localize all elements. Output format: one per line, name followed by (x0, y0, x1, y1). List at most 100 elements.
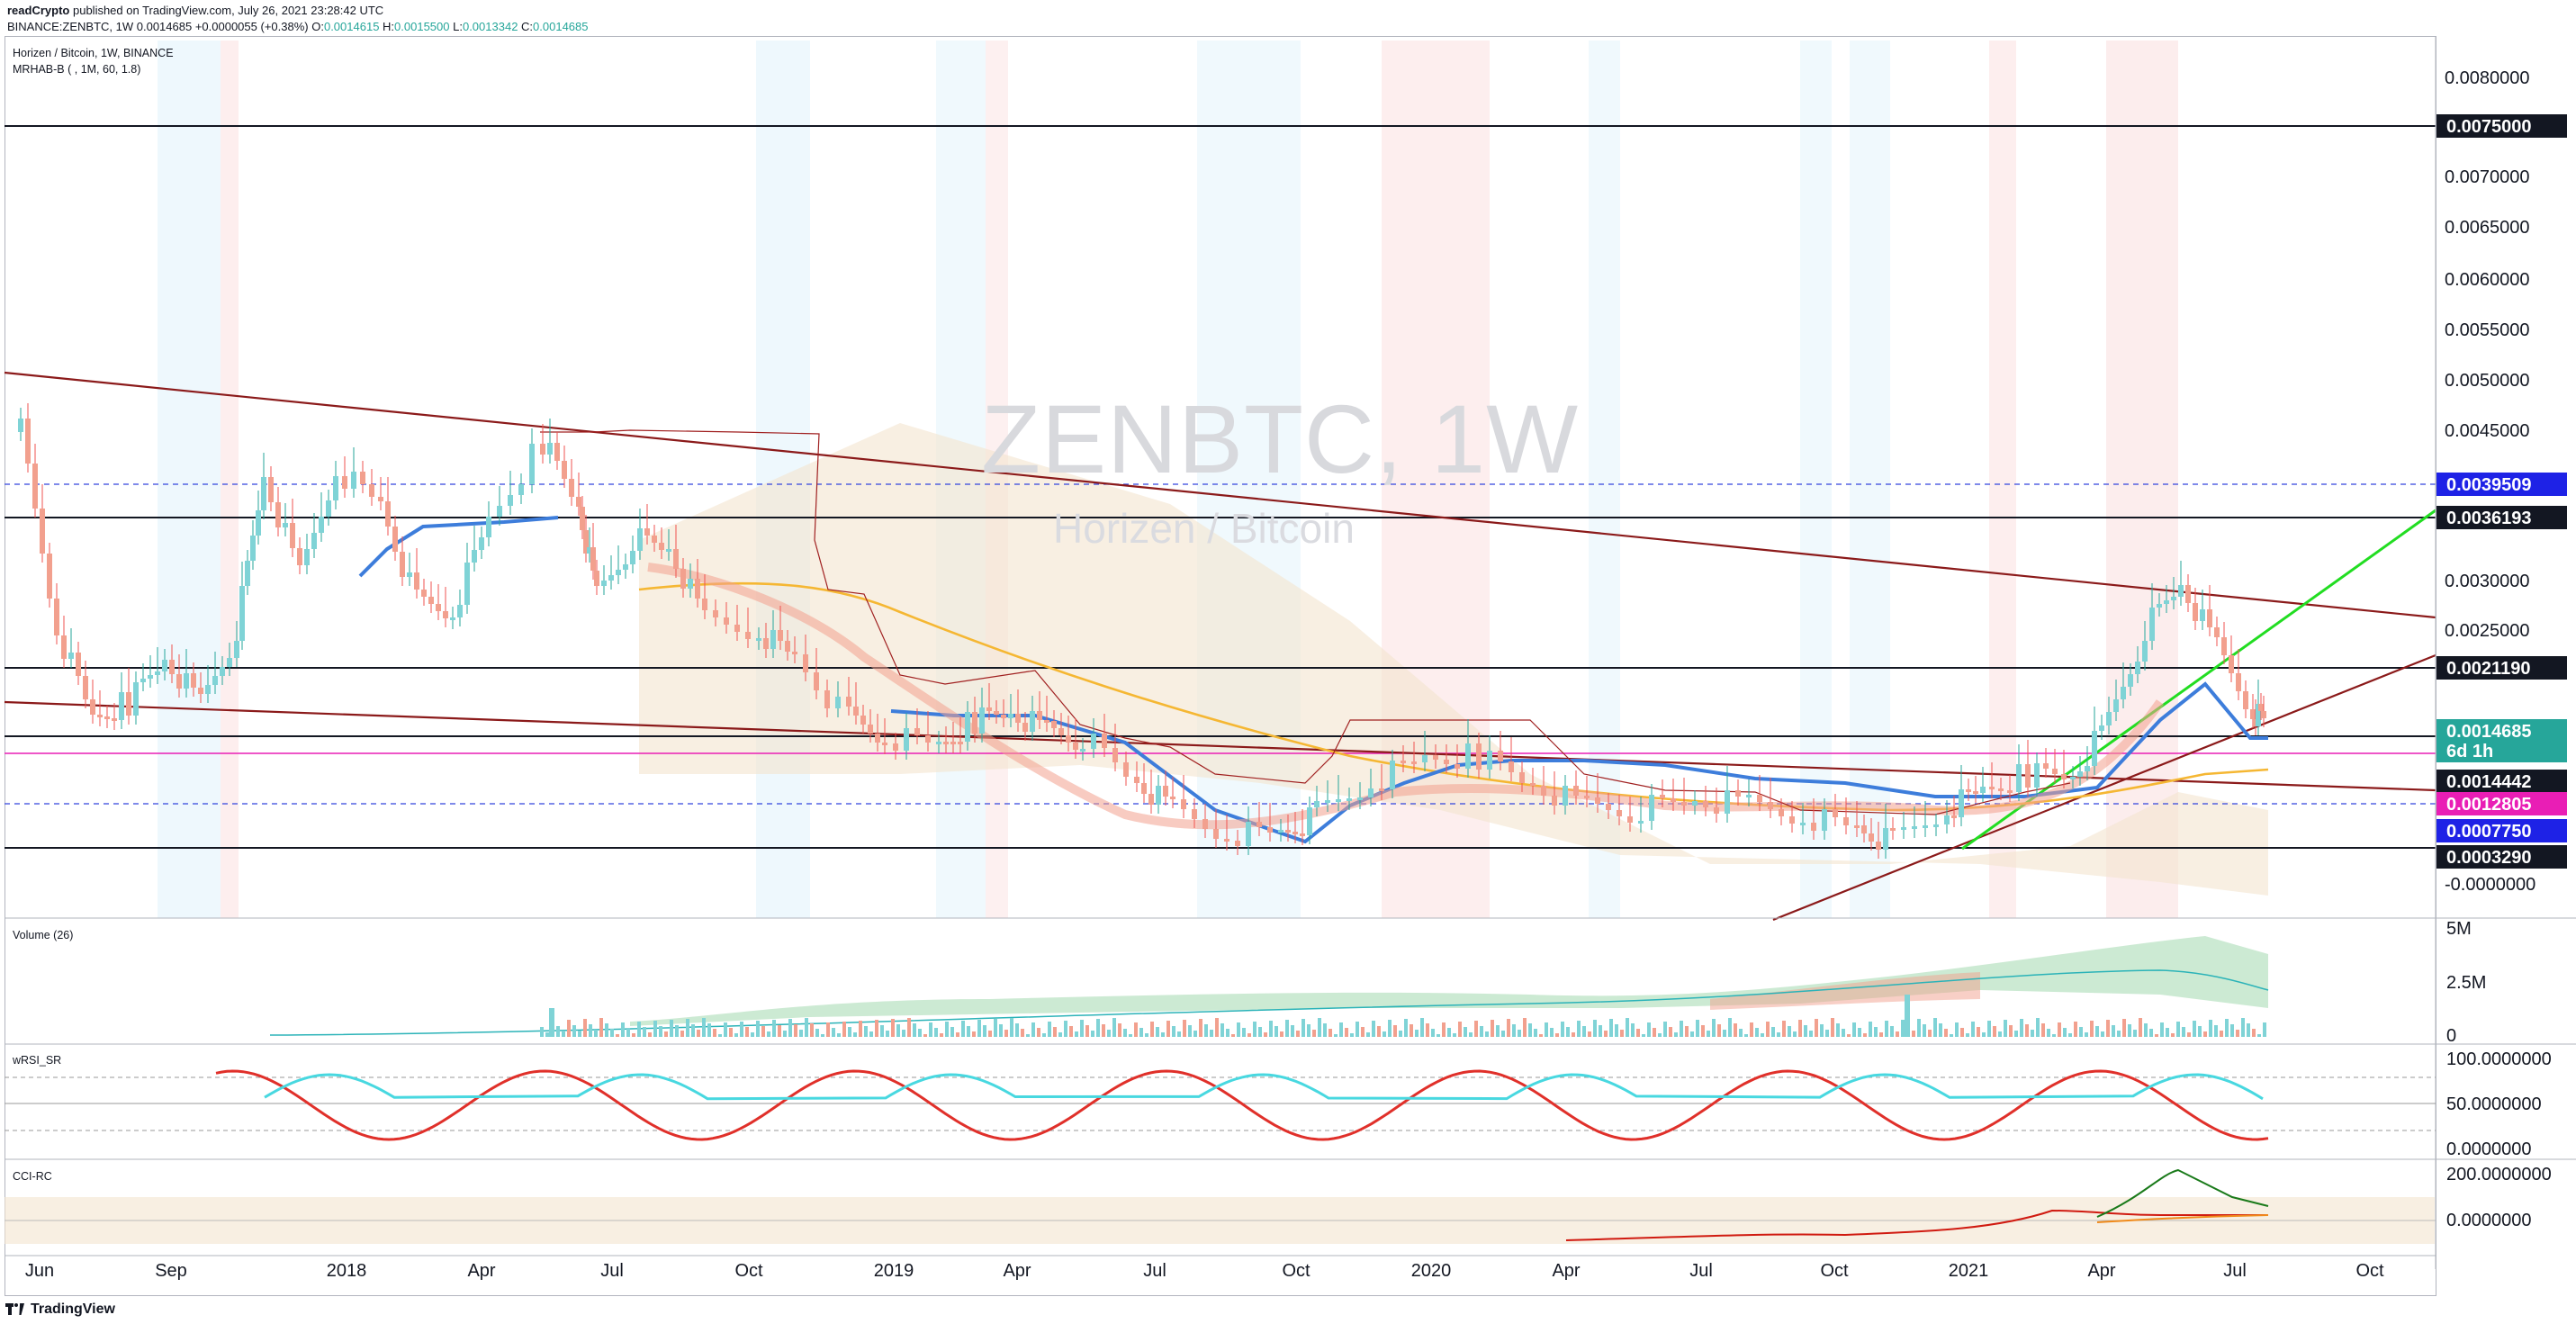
author-name: readCrypto (7, 4, 70, 17)
candle-body (40, 509, 45, 554)
volume-bar (2128, 1024, 2131, 1037)
candle-body (1584, 796, 1590, 798)
volume-bar (1566, 1027, 1570, 1037)
volume-bar (1912, 1031, 1915, 1037)
volume-bar (2079, 1027, 2083, 1037)
volume-bar (1539, 1034, 1543, 1037)
volume-bar (1987, 1021, 1991, 1037)
candle-body (1112, 748, 1118, 762)
volume-bar (1339, 1022, 1343, 1037)
volume-bar (918, 1029, 922, 1037)
volume-bar (1469, 1032, 1473, 1037)
candle-body (198, 688, 203, 694)
volume-bar (1480, 1026, 1483, 1037)
volume-bar (1518, 1030, 1521, 1037)
candle-body (360, 472, 365, 484)
price-tag[interactable]: 0.0039509 (2436, 473, 2567, 496)
candle-body (1595, 797, 1600, 804)
volume-bar (1804, 1025, 1807, 1037)
candle-body (2106, 712, 2112, 725)
time-tick: 2019 (874, 1261, 914, 1281)
tradingview-footer[interactable]: TradingView (5, 1301, 115, 1318)
price-tag[interactable]: 6d 1h (2436, 739, 2567, 762)
volume-pane[interactable] (269, 936, 2269, 1037)
candle-body (104, 716, 110, 719)
time-axis[interactable]: Jun Sep 2018 Apr Jul Oct 2019 Apr Jul Oct 2020 Apr J… (25, 1261, 2384, 1281)
volume-bar (934, 1028, 938, 1037)
vol-tick-5m: 5M (2446, 919, 2472, 939)
candle-body (745, 632, 751, 639)
volume-bar (583, 1019, 587, 1037)
volume-bar (1766, 1022, 1770, 1037)
volume-bar (1274, 1026, 1278, 1037)
price-tag[interactable]: 0.0075000 (2436, 114, 2567, 138)
price-tag[interactable]: 0.0036193 (2436, 506, 2567, 529)
volume-bar (1653, 1028, 1656, 1037)
volume-bar (2058, 1022, 2061, 1037)
price-axis[interactable]: 0.0080000 0.0070000 0.0065000 0.0060000 0.00… (2436, 68, 2567, 895)
volume-bar (686, 1019, 689, 1037)
volume-bar (1491, 1020, 1494, 1037)
candle-body (464, 563, 470, 605)
volume-bar (810, 1023, 814, 1037)
candle-body (835, 697, 841, 708)
volume-bar (945, 1022, 949, 1037)
horizontal-levels[interactable] (5, 125, 2436, 849)
candle-body (162, 660, 167, 671)
wrsi-pane-title: wRSI_SR (13, 1054, 62, 1067)
volume-bar (2095, 1026, 2099, 1037)
candle-body (1148, 794, 1154, 805)
candle-body (814, 672, 819, 690)
candle-body (155, 671, 160, 675)
cci-pane[interactable] (5, 1168, 2436, 1244)
blue-ma-segment-1 (358, 516, 559, 578)
candle-body (1066, 735, 1071, 743)
candle-body (540, 444, 545, 455)
price-tag[interactable]: 0.0014442 (2436, 770, 2567, 793)
volume-bar (2176, 1022, 2180, 1037)
volume-bar (1761, 1033, 1764, 1037)
candle-body (770, 630, 776, 649)
candle-body (1843, 817, 1849, 825)
candle-body (2236, 673, 2241, 691)
volume-bar (1069, 1026, 1073, 1037)
volume-bar (940, 1033, 943, 1037)
candle-body (1037, 711, 1042, 720)
volume-bar (1890, 1026, 1894, 1037)
candle-body (479, 537, 484, 550)
time-tick: 2021 (1949, 1261, 1989, 1281)
volume-bar (1960, 1028, 1964, 1037)
candle-body (792, 652, 797, 654)
volume-bar (1690, 1031, 1694, 1037)
volume-bar (2036, 1018, 2040, 1037)
volume-bar (2230, 1024, 2234, 1037)
price-tag[interactable]: 0.0007750 (2436, 819, 2567, 842)
candle-body (1552, 796, 1557, 806)
volume-bar (2063, 1028, 2067, 1037)
tradingview-logo-icon (5, 1303, 25, 1316)
volume-bar (1993, 1026, 1996, 1037)
volume-bar (1739, 1029, 1743, 1037)
volume-bar (1329, 1029, 1332, 1037)
wrsi-pane[interactable] (5, 1069, 2436, 1141)
volume-bar (1717, 1024, 1721, 1037)
price-tag[interactable]: 0.0012805 (2436, 792, 2567, 815)
volume-bar (1669, 1027, 1672, 1037)
price-tick: 0.0070000 (2445, 167, 2530, 187)
price-tag[interactable]: 0.0014685 (2436, 719, 2567, 743)
volume-bar (2236, 1030, 2239, 1037)
candle-body (1134, 777, 1139, 783)
price-tag[interactable]: 0.0021190 (2436, 656, 2567, 680)
volume-bar (1723, 1030, 1726, 1037)
candlestick-series[interactable] (18, 403, 2266, 859)
price-tag[interactable]: 0.0003290 (2436, 845, 2567, 869)
volume-bar (556, 1026, 560, 1037)
candle-body (1487, 751, 1492, 770)
volume-bar (1166, 1021, 1170, 1037)
volume-bar (578, 1031, 581, 1037)
volume-bar (2149, 1029, 2153, 1037)
candle-body (1876, 842, 1881, 850)
volume-bar (653, 1021, 657, 1037)
volume-bar (1258, 1027, 1262, 1037)
